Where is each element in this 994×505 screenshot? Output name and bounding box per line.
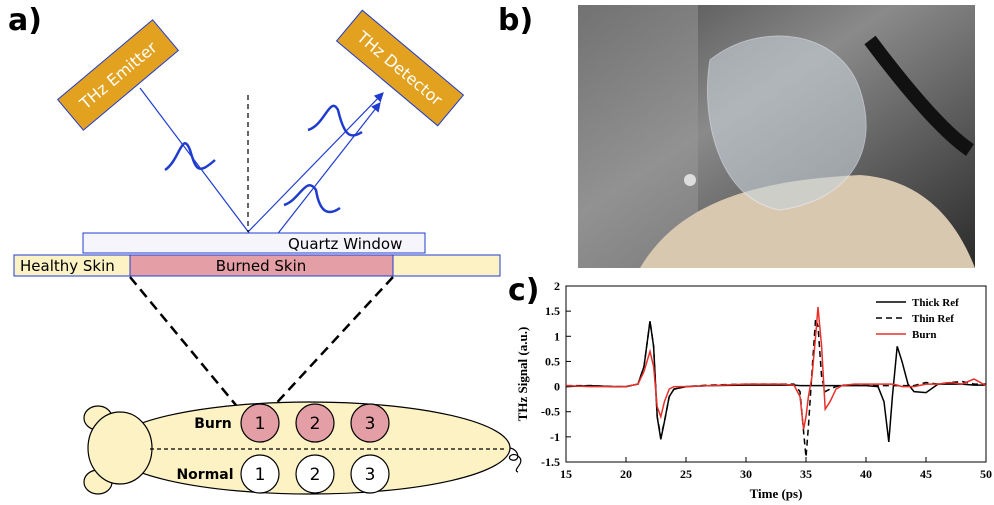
x-tick-label: 30	[740, 467, 752, 481]
healthy-label: Healthy Skin	[20, 257, 115, 275]
site: 2	[310, 465, 321, 485]
panel-label: b)	[498, 3, 533, 38]
panel-label: a)	[8, 3, 42, 38]
legend-label: Thick Ref	[912, 297, 959, 309]
site: 3	[365, 414, 376, 434]
legend-label: Thin Ref	[912, 313, 954, 325]
site: 1	[255, 414, 266, 434]
figure: a) b) c) THz Emitter THz Detector Quartz…	[0, 0, 994, 505]
x-tick-label: 40	[860, 467, 872, 481]
y-tick-label: 2	[554, 279, 560, 293]
x-axis-label: Time (ps)	[750, 486, 803, 501]
rat	[84, 402, 521, 494]
detector: THz Detector	[337, 10, 464, 125]
row-label: Normal	[176, 467, 233, 483]
y-tick-label: 0.5	[545, 354, 560, 368]
y-tick-label: -0.5	[541, 405, 560, 419]
burned-label: Burned Skin	[216, 257, 307, 275]
emitter: THz Emitter	[58, 20, 179, 130]
y-axis-label: THz Signal (a.u.)	[515, 327, 530, 422]
beams	[140, 88, 383, 250]
photo	[578, 5, 975, 268]
row-label: Burn	[194, 416, 232, 432]
x-tick-label: 15	[560, 467, 572, 481]
y-tick-label: -1	[550, 430, 560, 444]
site: 1	[255, 465, 266, 485]
x-tick-label: 25	[680, 467, 692, 481]
y-tick-label: 1.5	[545, 304, 560, 318]
x-tick-label: 45	[920, 467, 932, 481]
x-tick-label: 35	[800, 467, 812, 481]
window-label: Quartz Window	[288, 235, 402, 253]
zoom-lines	[130, 277, 393, 410]
site: 3	[365, 465, 376, 485]
y-tick-label: 1	[554, 329, 560, 343]
detector-label: THz Detector	[353, 27, 447, 110]
panel-label: c)	[508, 273, 540, 308]
x-tick-label: 50	[980, 467, 992, 481]
y-tick-label: -1.5	[541, 455, 560, 469]
legend-label: Burn	[912, 329, 936, 341]
site: 2	[310, 414, 321, 434]
x-tick-label: 20	[620, 467, 632, 481]
y-tick-label: 0	[554, 380, 560, 394]
